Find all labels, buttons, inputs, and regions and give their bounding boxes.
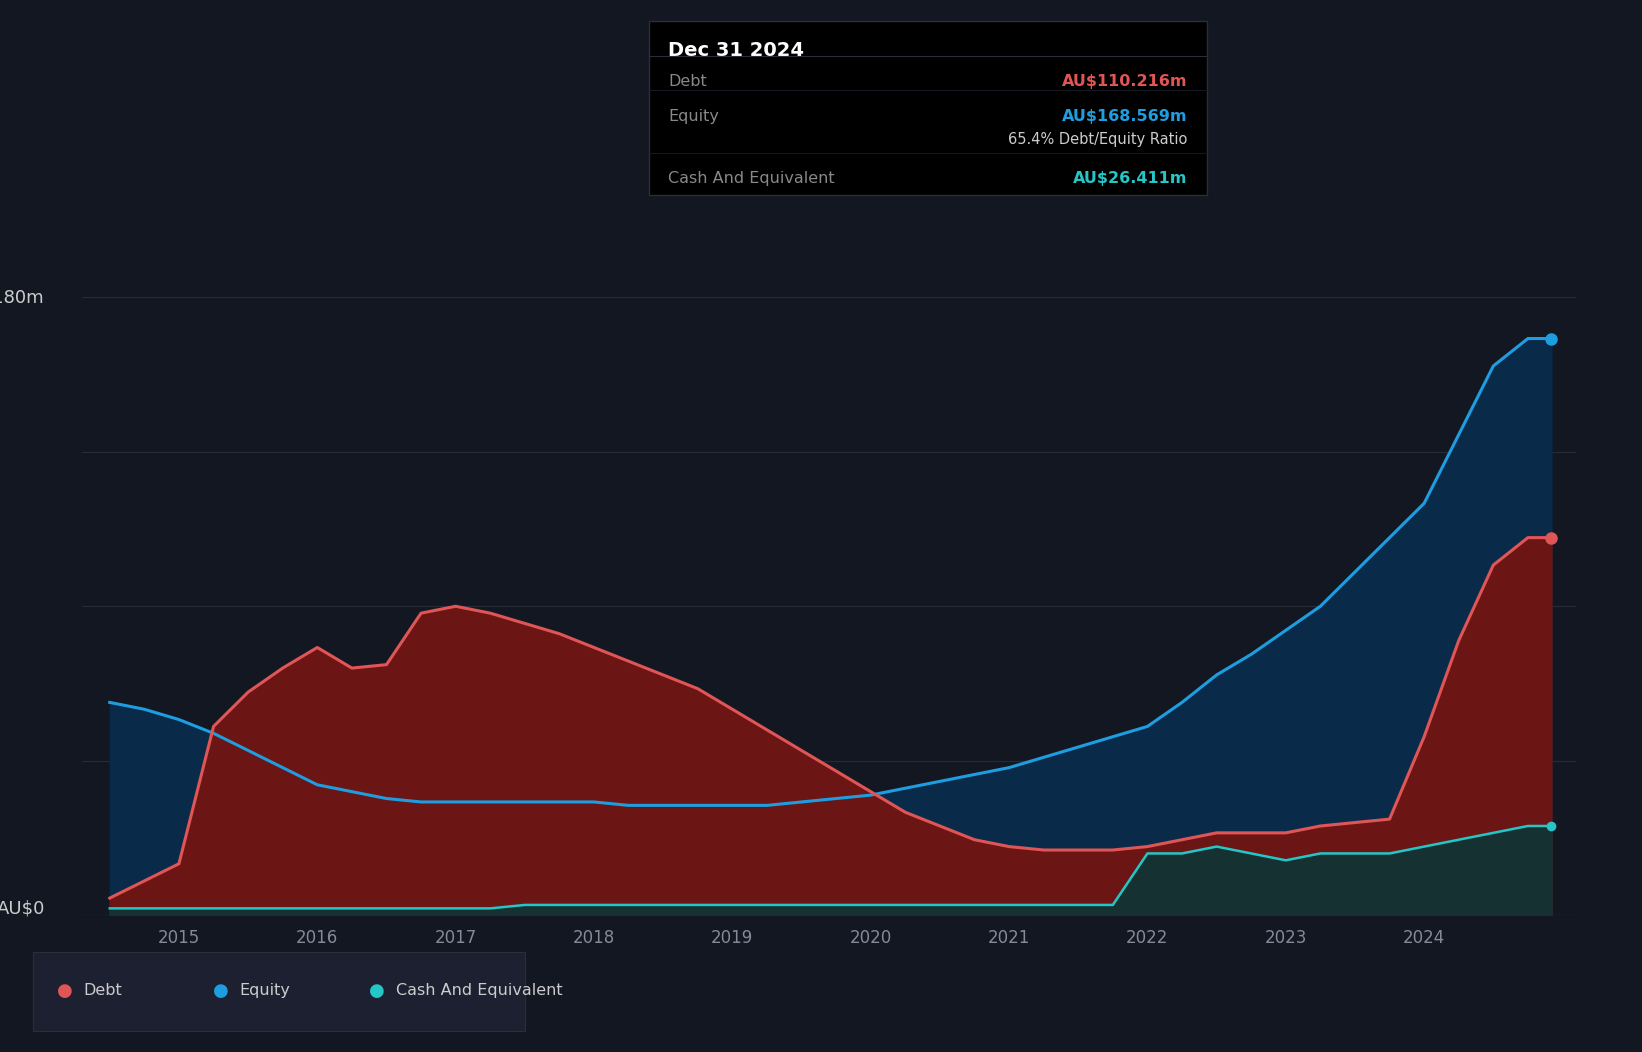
Text: AU$26.411m: AU$26.411m [1072,171,1187,186]
Text: Dec 31 2024: Dec 31 2024 [668,41,805,60]
Text: Debt: Debt [84,984,123,998]
Text: AU$110.216m: AU$110.216m [1062,75,1187,89]
Text: AU$0: AU$0 [0,899,44,917]
Text: Equity: Equity [668,109,719,124]
Text: ●: ● [213,982,230,1000]
Text: ●: ● [57,982,74,1000]
Text: AU$180m: AU$180m [0,288,44,306]
Text: Cash And Equivalent: Cash And Equivalent [396,984,562,998]
Text: Equity: Equity [240,984,291,998]
Text: Cash And Equivalent: Cash And Equivalent [668,171,834,186]
Text: ●: ● [369,982,386,1000]
Text: AU$168.569m: AU$168.569m [1062,109,1187,124]
Text: Debt: Debt [668,75,708,89]
Text: 65.4% Debt/Equity Ratio: 65.4% Debt/Equity Ratio [1008,132,1187,146]
